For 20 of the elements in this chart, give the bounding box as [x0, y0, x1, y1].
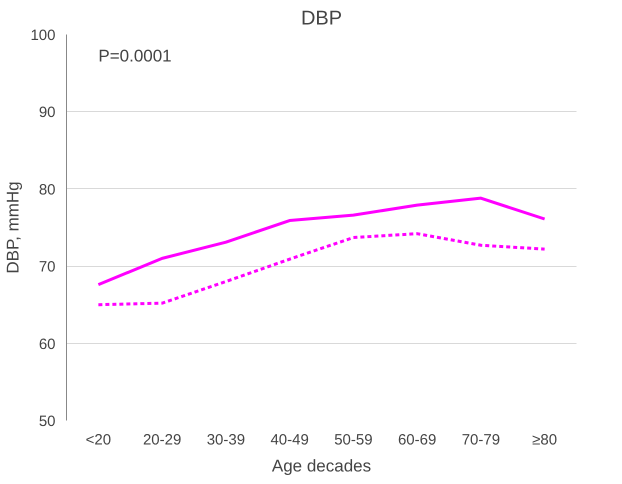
x-tick-label: 20-29 — [142, 432, 182, 448]
annotation: P=0.0001 — [98, 46, 172, 66]
x-tick-label: 60-69 — [398, 432, 436, 448]
y-tick-label: 70 — [38, 258, 56, 276]
x-tick-label: 40-49 — [270, 432, 309, 448]
x-tick-label: 50-59 — [334, 432, 373, 448]
y-tick-label: 60 — [38, 336, 56, 353]
line-series — [96, 232, 546, 306]
y-tick-label: 50 — [38, 413, 56, 430]
line-series — [96, 196, 546, 286]
x-axis-title: Age decades — [272, 456, 372, 476]
y-tick-label: 90 — [38, 104, 56, 122]
x-tick-label: 70-79 — [462, 432, 500, 448]
x-tick-label: ≥80 — [532, 432, 558, 448]
x-tick-label: 30-39 — [206, 432, 246, 448]
chart-title: DBP — [300, 8, 342, 30]
y-tick-label: 80 — [38, 181, 56, 198]
y-tick-label: 100 — [30, 27, 56, 44]
x-tick-label: <20 — [86, 432, 112, 448]
y-axis-title: DBP, mmHg — [3, 181, 22, 274]
